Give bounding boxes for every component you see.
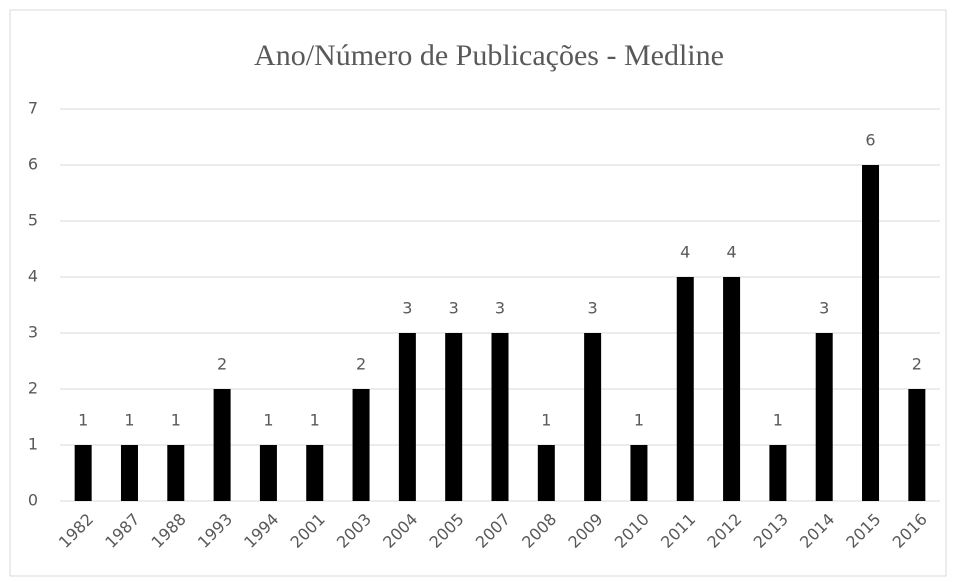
data-label: 1 xyxy=(541,411,551,430)
y-tick-label: 4 xyxy=(28,267,38,286)
chart-title: Ano/Número de Publicações - Medline xyxy=(254,39,724,72)
bar xyxy=(259,445,277,501)
bar xyxy=(213,389,231,501)
y-tick-label: 2 xyxy=(28,379,38,398)
bar xyxy=(306,445,324,501)
bar xyxy=(120,445,138,501)
data-label: 3 xyxy=(588,299,598,318)
y-tick-label: 7 xyxy=(28,99,38,118)
data-label: 1 xyxy=(263,411,273,430)
data-label: 4 xyxy=(726,243,736,262)
chart-border xyxy=(9,9,947,577)
bar xyxy=(630,445,648,501)
bar xyxy=(398,333,416,501)
bar xyxy=(676,277,694,501)
data-label: 3 xyxy=(402,299,412,318)
data-label: 3 xyxy=(449,299,459,318)
data-label: 3 xyxy=(819,299,829,318)
data-label: 1 xyxy=(773,411,783,430)
y-tick-label: 0 xyxy=(28,491,38,510)
y-tick-label: 6 xyxy=(28,155,38,174)
data-label: 4 xyxy=(680,243,690,262)
y-tick-label: 3 xyxy=(28,323,38,342)
data-label: 2 xyxy=(912,355,922,374)
bar xyxy=(537,445,555,501)
data-label: 3 xyxy=(495,299,505,318)
data-label: 6 xyxy=(865,131,875,150)
bar xyxy=(445,333,463,501)
bar xyxy=(74,445,92,501)
data-label: 1 xyxy=(124,411,134,430)
data-label: 2 xyxy=(356,355,366,374)
data-label: 1 xyxy=(171,411,181,430)
data-label: 1 xyxy=(78,411,88,430)
bar xyxy=(584,333,602,501)
data-label: 2 xyxy=(217,355,227,374)
bar xyxy=(815,333,833,501)
bar xyxy=(167,445,185,501)
bar xyxy=(908,389,926,501)
bar xyxy=(352,389,370,501)
bar xyxy=(723,277,741,501)
y-tick-label: 1 xyxy=(28,435,38,454)
bar xyxy=(491,333,509,501)
data-label: 1 xyxy=(634,411,644,430)
data-label: 1 xyxy=(310,411,320,430)
y-tick-label: 5 xyxy=(28,211,38,230)
bar xyxy=(769,445,787,501)
bar xyxy=(862,165,880,501)
